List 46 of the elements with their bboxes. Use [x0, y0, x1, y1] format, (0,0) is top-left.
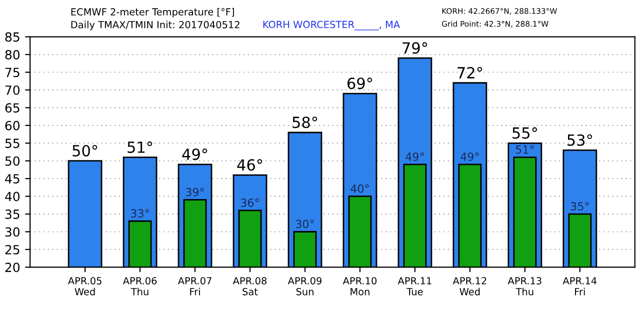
y-tick-label: 25: [5, 244, 20, 254]
data-label: 49°: [460, 152, 479, 161]
x-tick-label: APR.08 Sat: [232, 277, 267, 296]
x-tick-label: APR.14 Fri: [562, 277, 597, 296]
y-tick-label: 60: [5, 120, 20, 130]
x-tick-label: APR.06 Thu: [122, 277, 157, 296]
data-label: 58°: [292, 116, 318, 128]
x-tick-label: APR.05 Wed: [68, 277, 102, 296]
data-label: 53°: [568, 134, 592, 146]
data-label: 30°: [296, 220, 314, 228]
chart-title: ECMWF 2-meter Temperature [°F]: [71, 8, 234, 18]
data-label: 49°: [406, 152, 424, 161]
data-label: 79°: [402, 42, 428, 54]
y-tick-label: 30: [5, 227, 20, 237]
data-label: 55°: [512, 127, 537, 139]
y-tick-label: 75: [5, 68, 20, 78]
x-tick-label: APR.11 Tue: [398, 277, 432, 296]
y-tick-label: 85: [5, 32, 20, 42]
x-tick-label: APR.13 Thu: [508, 277, 542, 296]
data-label: 35°: [570, 202, 589, 210]
data-label: 46°: [237, 159, 262, 171]
y-tick-label: 40: [5, 192, 20, 202]
y-tick-label: 45: [5, 174, 20, 184]
data-label: 36°: [241, 198, 259, 207]
text: KORH WORCESTER_____, MA: [263, 20, 400, 30]
y-tick-label: 50: [5, 156, 20, 166]
y-tick-label: 35: [5, 210, 20, 219]
data-label: 50°: [72, 144, 98, 157]
x-tick-label: APR.12 Wed: [452, 277, 486, 296]
data-label: 51°: [516, 145, 534, 154]
x-tick-label: APR.07 Fri: [178, 277, 212, 296]
x-tick-label: APR.10 Mon: [342, 277, 377, 296]
data-label: 40°: [350, 184, 369, 193]
data-label: 51°: [128, 141, 152, 153]
y-tick-label: 80: [5, 50, 20, 60]
data-label: 72°: [458, 66, 482, 78]
y-tick-label: 55: [5, 138, 20, 148]
data-label: 33°: [131, 209, 149, 218]
x-tick-label: APR.09 Sun: [288, 277, 322, 296]
data-label: 69°: [348, 78, 372, 90]
y-tick-label: 20: [5, 262, 20, 272]
data-label: 49°: [182, 148, 208, 160]
y-tick-label: 65: [5, 103, 20, 113]
data-label: 39°: [186, 188, 204, 196]
chart-subtitle: Daily TMAX/TMIN Init: 2017040512: [71, 20, 240, 30]
y-tick-label: 70: [5, 85, 20, 95]
